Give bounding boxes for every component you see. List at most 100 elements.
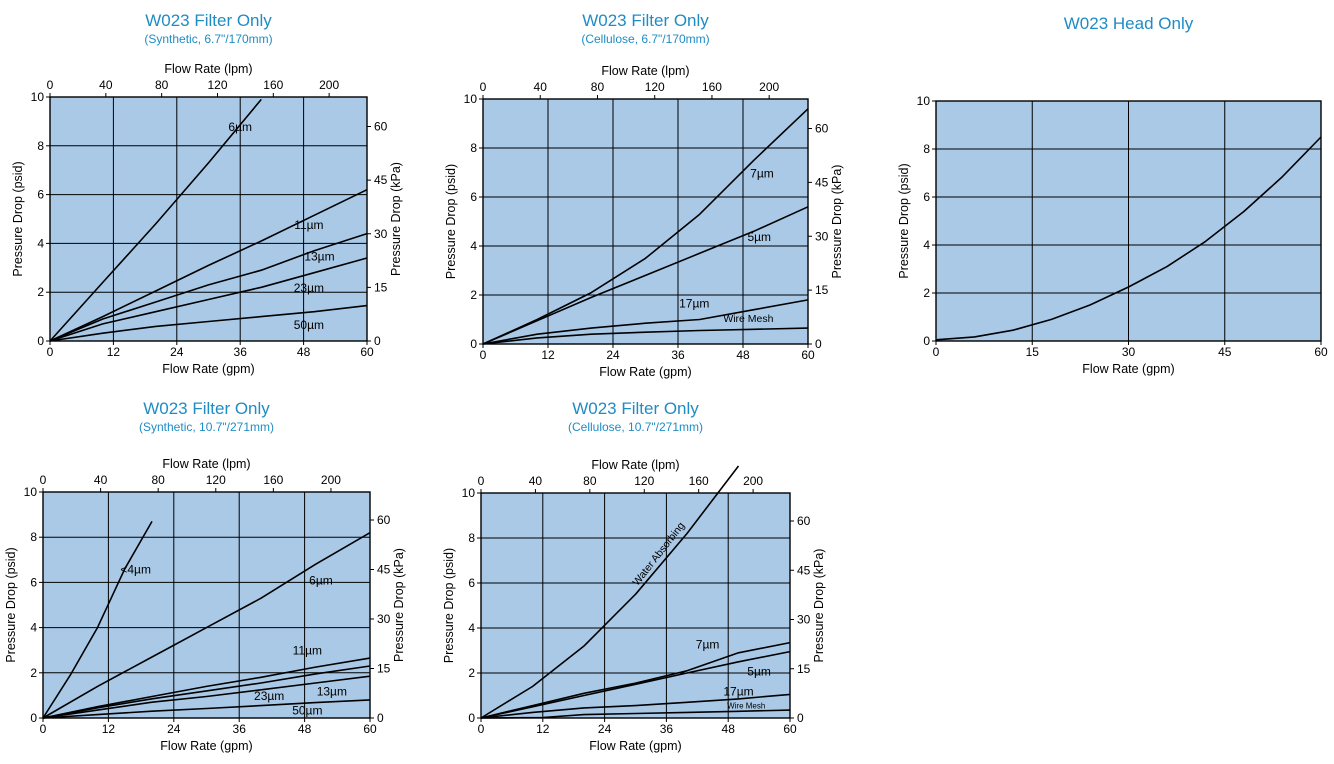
x2-tick-label: 80 xyxy=(591,80,605,94)
series-label-3: 17µm xyxy=(679,296,709,310)
plot-frame xyxy=(480,492,791,719)
chart-5: W023 Filter Only (Cellulose, 10.7"/271mm)… xyxy=(442,399,826,753)
series-line-3 xyxy=(482,299,809,345)
y-tick-label: 6 xyxy=(468,576,475,590)
y-tick-label: 6 xyxy=(470,190,477,204)
series-line-5 xyxy=(42,675,371,719)
y-tick-label: 10 xyxy=(31,90,45,104)
series-label-4: 23µm xyxy=(294,281,324,295)
x-tick-label: 12 xyxy=(102,722,116,736)
x-axis-label: Flow Rate (gpm) xyxy=(1082,362,1174,376)
y2-tick-label: 60 xyxy=(815,122,829,136)
grid-lines xyxy=(483,99,808,344)
x2-tick-label: 160 xyxy=(263,78,283,92)
x-tick-label: 60 xyxy=(801,348,815,362)
y2-tick-label: 15 xyxy=(377,662,391,676)
series-label-5: 50µm xyxy=(294,318,324,332)
series-group xyxy=(480,465,791,719)
y-tick-label: 6 xyxy=(37,188,44,202)
series-group xyxy=(935,136,1322,341)
x-tick-label: 48 xyxy=(298,722,312,736)
x2-tick-label: 200 xyxy=(759,80,779,94)
x2-tick-label: 80 xyxy=(583,474,597,488)
x2-axis-label: Flow Rate (lpm) xyxy=(162,457,250,471)
series-label-2: 11µm xyxy=(294,218,323,232)
x-tick-label: 36 xyxy=(234,345,248,359)
series-line-3 xyxy=(49,232,368,342)
series-line-1 xyxy=(42,521,153,719)
x2-tick-label: 120 xyxy=(634,474,654,488)
x-tick-label: 60 xyxy=(360,345,374,359)
y2-tick-label: 0 xyxy=(377,711,384,725)
y2-tick-label: 15 xyxy=(797,662,811,676)
series-line-1 xyxy=(482,108,809,345)
x2-tick-label: 0 xyxy=(40,473,47,487)
x2-tick-label: 40 xyxy=(534,80,548,94)
chart-title: W023 Filter Only xyxy=(145,11,272,30)
series-label-2: 7µm xyxy=(696,637,720,651)
x-tick-label: 24 xyxy=(170,345,184,359)
series-label-1: 7µm xyxy=(750,166,774,180)
x-tick-label: 36 xyxy=(233,722,247,736)
y-tick-label: 4 xyxy=(30,621,37,635)
plot-area xyxy=(481,493,790,718)
series-label-2: 5µm xyxy=(747,230,771,244)
x2-tick-label: 120 xyxy=(645,80,665,94)
x-tick-label: 15 xyxy=(1026,345,1040,359)
x-axis-label: Flow Rate (gpm) xyxy=(599,365,691,379)
x-axis-label: Flow Rate (gpm) xyxy=(160,739,252,753)
y2-tick-label: 30 xyxy=(797,613,811,627)
x-tick-label: 24 xyxy=(167,722,181,736)
series-label-4: 17µm xyxy=(723,685,753,699)
x-tick-label: 60 xyxy=(363,722,377,736)
series-group xyxy=(482,108,809,345)
x-tick-label: 36 xyxy=(671,348,685,362)
x2-tick-label: 120 xyxy=(206,473,226,487)
series-label-1: 6µm xyxy=(228,120,252,134)
y2-tick-label: 60 xyxy=(374,120,388,134)
series-line-1 xyxy=(935,136,1322,341)
series-line-2 xyxy=(49,188,368,342)
series-line-4 xyxy=(49,257,368,342)
x2-axis-label: Flow Rate (lpm) xyxy=(164,62,252,76)
y2-tick-label: 15 xyxy=(374,280,388,294)
series-group xyxy=(42,521,371,719)
y2-tick-label: 45 xyxy=(815,175,829,189)
x-tick-label: 24 xyxy=(606,348,620,362)
chart-3: W023 Head Only 0 15 30 45 60 Flow Rate (gpm) 0 2… xyxy=(897,14,1328,376)
y-tick-label: 4 xyxy=(470,239,477,253)
y2-tick-label: 60 xyxy=(797,514,811,528)
series-label-3: 11µm xyxy=(293,644,322,658)
y-tick-label: 2 xyxy=(30,666,37,680)
series-label-5: Wire Mesh xyxy=(727,702,765,711)
series-line-3 xyxy=(480,650,791,719)
y-axis-label: Pressure Drop (psid) xyxy=(442,548,456,663)
x2-tick-label: 80 xyxy=(155,78,169,92)
y-tick-label: 4 xyxy=(923,238,930,252)
y2-axis-label: Pressure Drop (kPa) xyxy=(812,549,826,663)
x2-tick-label: 200 xyxy=(321,473,341,487)
series-label-5: 23µm xyxy=(254,689,284,703)
plot-frame xyxy=(482,98,809,345)
y-tick-label: 0 xyxy=(468,711,475,725)
y-tick-label: 8 xyxy=(30,530,37,544)
series-label-3: 13µm xyxy=(304,249,334,263)
series-line-2 xyxy=(480,641,791,719)
series-line-5 xyxy=(49,304,368,342)
y2-tick-label: 45 xyxy=(797,563,811,577)
series-line-3 xyxy=(42,657,371,719)
y-tick-label: 8 xyxy=(468,531,475,545)
plot-area xyxy=(50,97,367,341)
y-tick-label: 0 xyxy=(30,711,37,725)
chart-2: W023 Filter Only (Cellulose, 6.7"/170mm) 0… xyxy=(444,11,844,379)
y-tick-label: 8 xyxy=(470,141,477,155)
y-tick-label: 4 xyxy=(468,621,475,635)
chart-4: W023 Filter Only (Synthetic, 10.7"/271mm)… xyxy=(4,399,406,753)
series-line-5 xyxy=(480,709,791,719)
x-tick-label: 60 xyxy=(1314,345,1328,359)
y2-tick-label: 45 xyxy=(377,563,391,577)
x-tick-label: 0 xyxy=(933,345,940,359)
plot-area xyxy=(43,492,370,718)
y-tick-label: 2 xyxy=(37,285,44,299)
